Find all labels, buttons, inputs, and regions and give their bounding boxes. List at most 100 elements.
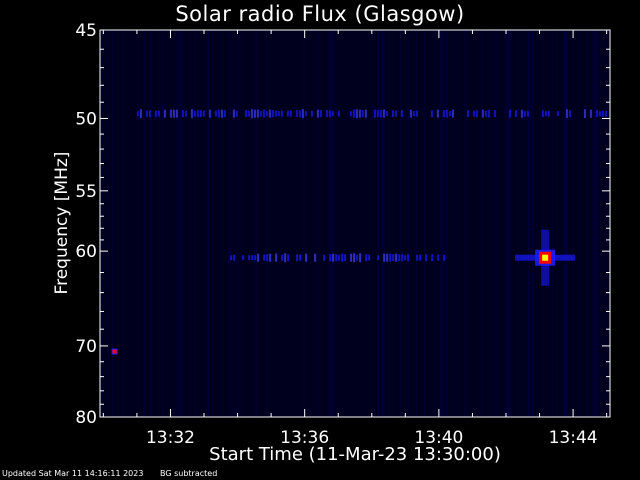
band-segment xyxy=(493,110,496,118)
background-stripe xyxy=(310,30,311,417)
band-segment xyxy=(523,110,526,117)
x-tick-label: 13:40 xyxy=(414,428,463,448)
band-segment xyxy=(259,110,262,117)
background-stripe xyxy=(208,30,209,417)
band-segment xyxy=(268,109,271,118)
band-segment xyxy=(277,111,280,117)
band-segment xyxy=(232,109,235,118)
band-segment xyxy=(445,109,448,118)
band-segment xyxy=(373,109,376,118)
background-stripe xyxy=(458,30,459,417)
band-segment xyxy=(520,109,523,118)
background-stripe xyxy=(194,30,195,417)
band-segment xyxy=(314,253,317,262)
background-stripe xyxy=(212,30,213,417)
band-segment xyxy=(353,253,356,263)
background-stripe xyxy=(280,30,281,417)
background-stripe xyxy=(228,30,229,417)
band-segment xyxy=(296,254,299,262)
background-stripe xyxy=(600,30,601,417)
band-segment xyxy=(271,110,274,118)
band-segment xyxy=(220,109,223,118)
band-segment xyxy=(386,253,389,262)
x-axis-label: Start Time (11-Mar-23 13:30:00) xyxy=(209,444,501,465)
background-stripe xyxy=(496,30,497,417)
band-segment xyxy=(247,110,250,117)
band-segment xyxy=(589,109,592,118)
background-stripe xyxy=(440,30,441,417)
band-segment xyxy=(448,111,451,117)
band-segment xyxy=(319,110,322,118)
background-stripe xyxy=(442,30,443,417)
background-stripe xyxy=(546,30,547,417)
band-segment xyxy=(401,254,404,262)
band-segment xyxy=(323,254,326,261)
y-tick-label: 70 xyxy=(75,337,97,357)
band-segment xyxy=(583,109,586,119)
background-stripe xyxy=(388,30,389,417)
background-stripe xyxy=(306,30,307,417)
background-stripe xyxy=(510,30,511,417)
background-stripe xyxy=(382,30,383,417)
background-stripe xyxy=(182,30,183,417)
y-tick-label: 80 xyxy=(75,408,97,428)
background-stripe xyxy=(122,30,123,417)
band-segment xyxy=(376,110,379,118)
band-segment xyxy=(481,109,484,118)
background-stripe xyxy=(494,30,495,417)
background-stripe xyxy=(424,30,425,417)
band-segment xyxy=(230,255,233,261)
background-stripe xyxy=(602,30,603,417)
background-stripe xyxy=(466,30,467,417)
background-stripe xyxy=(314,30,315,417)
band-segment xyxy=(202,110,205,117)
background-stripe xyxy=(596,30,597,417)
band-segment xyxy=(355,109,358,119)
background-stripe xyxy=(336,30,337,417)
x-tick-label: 13:44 xyxy=(549,428,598,448)
band-segment xyxy=(145,110,148,117)
band-segment xyxy=(409,109,412,118)
background-stripe xyxy=(134,30,135,417)
band-segment xyxy=(385,111,388,117)
band-segment xyxy=(199,110,202,118)
background-stripe xyxy=(206,30,207,417)
background-stripe xyxy=(318,30,319,417)
band-segment xyxy=(301,109,304,119)
background-stripe xyxy=(436,30,437,417)
band-segment xyxy=(310,110,313,117)
band-segment xyxy=(196,110,199,118)
band-segment xyxy=(514,110,517,118)
band-segment xyxy=(287,254,290,262)
background-stripe xyxy=(480,30,481,417)
y-axis-label: Frequency [MHz] xyxy=(52,151,72,295)
band-segment xyxy=(508,109,511,118)
background-stripe xyxy=(378,30,379,417)
background-stripe xyxy=(416,30,417,417)
band-segment xyxy=(157,110,160,117)
burst-peak xyxy=(542,254,549,261)
band-segment xyxy=(256,109,259,118)
band-segment xyxy=(299,254,302,261)
band-segment xyxy=(344,254,347,262)
band-segment xyxy=(364,109,367,118)
band-segment xyxy=(244,110,247,118)
band-segment xyxy=(526,110,529,117)
background-stripe xyxy=(552,30,553,417)
heatmap-layer xyxy=(100,30,607,417)
background-stripe xyxy=(532,30,533,417)
background-stripe xyxy=(508,30,509,417)
band-segment xyxy=(598,111,601,117)
background-stripe xyxy=(394,30,395,417)
band-segment xyxy=(305,253,308,262)
background-stripe xyxy=(464,30,465,417)
background-stripe xyxy=(138,30,139,417)
background-stripe xyxy=(542,30,543,417)
background-stripe xyxy=(446,30,447,417)
band-segment xyxy=(253,109,256,118)
x-tick-label: 13:32 xyxy=(146,428,195,448)
band-segment xyxy=(415,110,418,117)
band-segment xyxy=(544,111,547,117)
band-segment xyxy=(568,110,571,118)
band-segment xyxy=(329,254,332,262)
